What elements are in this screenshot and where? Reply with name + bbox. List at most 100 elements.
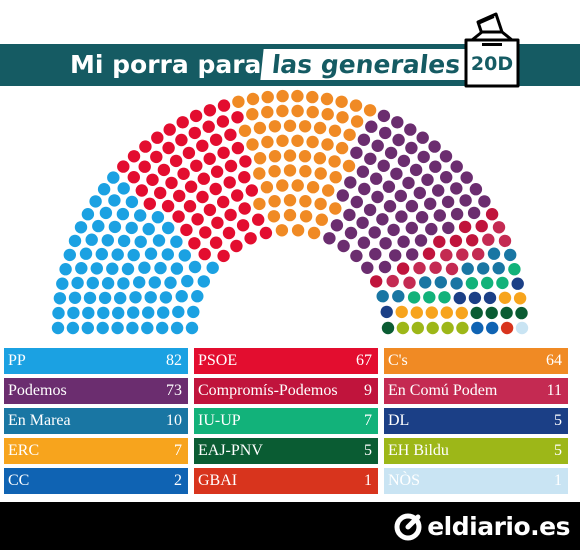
seat-dot (498, 234, 512, 248)
logo-text: eldiario.es (427, 511, 570, 541)
seat-dot (299, 195, 312, 208)
seat-dot (196, 139, 209, 152)
seat-dot (239, 155, 252, 168)
seat-dot (349, 99, 363, 112)
seat-dot (414, 234, 428, 247)
seat-dot (387, 223, 400, 237)
seat-dot (337, 239, 350, 253)
seat-dot (101, 234, 115, 247)
seat-dot (450, 277, 463, 290)
seat-dot (170, 262, 184, 275)
seat-dot (515, 306, 528, 320)
seat-dot (390, 167, 403, 180)
seat-dot (231, 141, 245, 155)
legend-item: PSOE 67 (194, 348, 378, 374)
seat-dot (253, 167, 266, 180)
seat-dot (181, 274, 194, 288)
legend-party-name: NÒS (388, 472, 421, 489)
seat-dot (405, 199, 419, 213)
seat-dot (504, 248, 517, 262)
legend-party-name: PP (8, 352, 26, 369)
legend-party-name: CC (8, 472, 30, 489)
seat-dot (246, 92, 260, 106)
seat-dot (440, 248, 453, 262)
seat-dot (376, 290, 389, 303)
seat-dot (361, 261, 374, 274)
seat-dot (363, 203, 377, 217)
seat-dot (344, 226, 358, 240)
seat-dot (415, 211, 429, 224)
seat-dot (395, 210, 408, 223)
eldiario-logo: eldiario.es (394, 509, 570, 543)
seat-dot (306, 181, 320, 194)
seat-dot (397, 154, 411, 168)
seat-dot (146, 173, 159, 186)
legend-seat-count: 67 (356, 352, 372, 369)
seat-dot (268, 120, 282, 133)
legend-seat-count: 11 (546, 382, 562, 399)
seat-dot (223, 176, 236, 189)
seat-dot (407, 291, 421, 304)
seat-dot (127, 150, 141, 163)
seat-dot (321, 108, 334, 121)
seat-dot (456, 321, 469, 335)
seat-dot (283, 119, 297, 132)
seat-dot (169, 154, 183, 168)
seat-dot (143, 197, 156, 210)
seat-dot (421, 173, 434, 186)
seat-dot (422, 247, 436, 260)
logo-mark-icon (394, 513, 422, 541)
seat-dot (439, 150, 453, 163)
seat-dot (417, 150, 430, 164)
seat-dot (117, 182, 130, 195)
legend-party-name: DL (388, 412, 410, 429)
seat-dot (129, 291, 142, 304)
seat-dot (406, 248, 419, 261)
legend-seat-count: 5 (554, 442, 562, 459)
seat-dot (152, 234, 166, 247)
seat-dot (396, 262, 410, 275)
legend-seat-count: 82 (166, 352, 182, 369)
seat-dot (99, 206, 113, 220)
hemicycle-chart (51, 89, 529, 335)
seat-dot (370, 275, 383, 288)
seat-dot (150, 150, 163, 164)
seat-dot (210, 165, 224, 178)
seat-dot (377, 109, 391, 123)
seat-dot (63, 248, 76, 262)
seat-dot (441, 321, 454, 335)
seat-dot (142, 222, 155, 236)
seat-dot (299, 210, 313, 223)
legend-item: En Comú Podem 11 (384, 378, 568, 404)
seat-dot (328, 155, 341, 168)
legend-seat-count: 2 (174, 472, 182, 489)
seat-dot (391, 116, 404, 129)
legend-party-name: IU-UP (198, 412, 241, 429)
seat-dot (121, 262, 135, 276)
seat-dot (231, 189, 244, 202)
seat-dot (291, 224, 305, 237)
legend-seat-count: 10 (166, 412, 182, 429)
legend-item: PP 82 (4, 348, 188, 374)
seat-dot (268, 195, 281, 208)
seat-dot (170, 235, 183, 248)
seat-dot (127, 248, 140, 262)
seat-dot (429, 261, 442, 274)
legend-item: Podemos 73 (4, 378, 188, 404)
seat-dot (117, 277, 130, 290)
seat-dot (177, 167, 190, 180)
seat-dot (358, 182, 371, 196)
seat-dot (306, 105, 319, 119)
seat-dot (154, 186, 167, 200)
seat-dot (329, 171, 342, 184)
seat-dot (298, 150, 312, 163)
seat-dot (224, 208, 237, 222)
seat-dot (392, 133, 405, 147)
legend-item: IU-UP 7 (194, 408, 378, 434)
seat-dot (461, 262, 474, 275)
seat-dot (217, 99, 231, 112)
seat-dot (101, 277, 115, 290)
seat-dot (496, 276, 509, 290)
seat-dot (170, 321, 184, 335)
seat-dot (449, 234, 463, 248)
